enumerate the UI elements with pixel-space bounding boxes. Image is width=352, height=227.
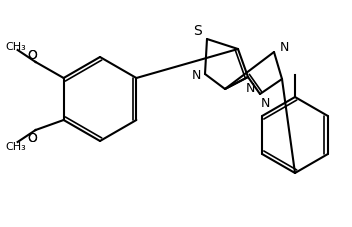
- Text: S: S: [194, 24, 202, 38]
- Text: N: N: [191, 68, 201, 81]
- Text: O: O: [28, 132, 38, 145]
- Text: CH₃: CH₃: [5, 42, 26, 52]
- Text: N: N: [260, 96, 270, 109]
- Text: N: N: [245, 81, 255, 94]
- Text: O: O: [28, 132, 38, 145]
- Text: CH₃: CH₃: [5, 141, 26, 151]
- Text: N: N: [279, 40, 289, 53]
- Text: O: O: [28, 48, 38, 61]
- Text: O: O: [28, 48, 38, 61]
